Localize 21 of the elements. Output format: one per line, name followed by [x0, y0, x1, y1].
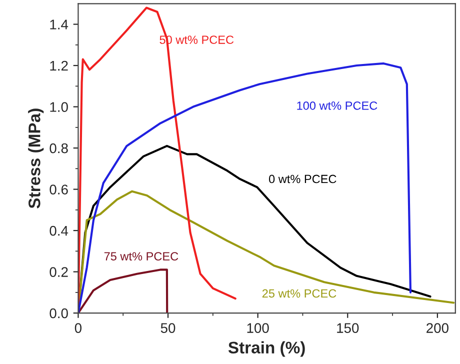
y-tick-label: 1.0 [50, 102, 68, 112]
y-tick-label: 0.0 [50, 308, 68, 318]
y-tick-label: 1.2 [50, 60, 68, 71]
y-tick-label: 0.2 [50, 267, 68, 277]
y-tick-label: 0.4 [50, 226, 68, 236]
series-label: 75 wt% PCEC [104, 252, 178, 261]
x-tick-label: 150 [337, 323, 359, 333]
text: 100 wt% PCEC [297, 101, 378, 110]
line-series [78, 268, 168, 314]
x-tick-label: 100 [247, 323, 269, 333]
y-tick-label: 0.8 [50, 143, 68, 154]
series-label: 25 wt% PCEC [262, 289, 336, 298]
x-axis-title: Strain (%) [228, 341, 305, 357]
y-tick-label: 0.6 [50, 184, 68, 194]
x-tick-label: 0 [74, 323, 82, 333]
y-axis-title: Stress (MPa) [28, 108, 44, 208]
line-series [78, 62, 412, 314]
x-tick-label: 50 [160, 323, 176, 333]
y-tick-label: 1.4 [50, 20, 68, 30]
series-label: 0 wt% PCEC [268, 174, 336, 184]
x-tick-label: 200 [426, 323, 448, 333]
